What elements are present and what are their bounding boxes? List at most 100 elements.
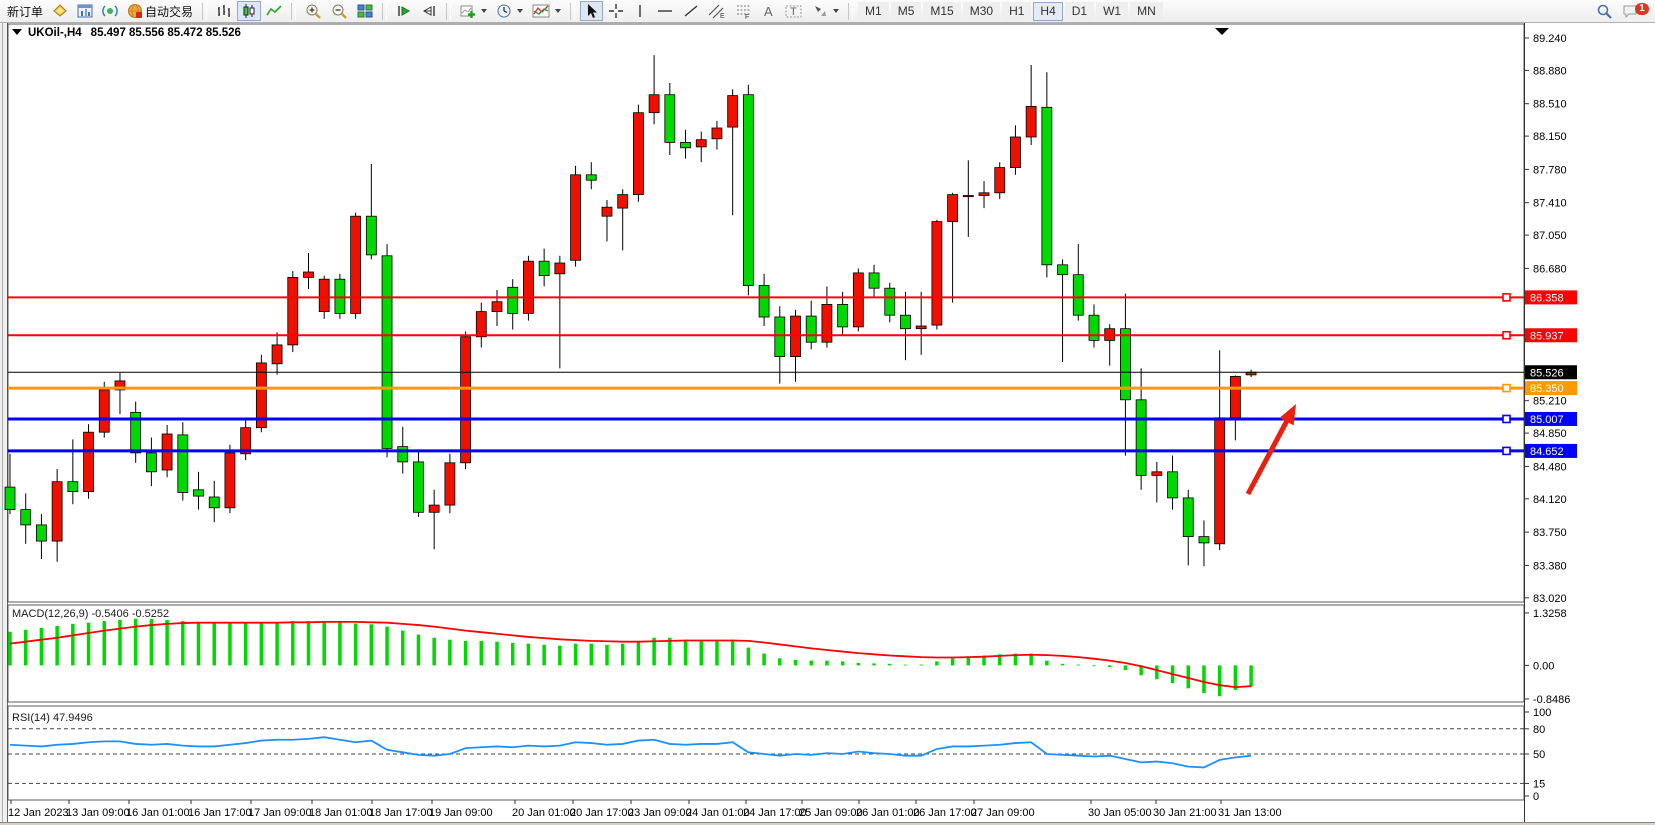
text-label-tool-button[interactable]: T xyxy=(781,1,807,21)
new-chart-button[interactable] xyxy=(456,1,491,21)
signals-button[interactable] xyxy=(98,1,122,21)
equidistant-channel-tool-button[interactable]: E xyxy=(704,1,730,21)
new-order-label: 新订单 xyxy=(7,4,44,19)
symbol-title: UKOil-,H4 85.497 85.556 85.472 85.526 xyxy=(28,27,241,39)
horizontal-line-tool-button[interactable] xyxy=(652,1,678,21)
indicators-button[interactable] xyxy=(528,1,565,21)
line-drag-handle[interactable] xyxy=(1502,446,1511,456)
line-drag-handle[interactable] xyxy=(1502,330,1511,340)
price-tick-label: 85.210 xyxy=(1533,396,1567,408)
zoom-out-button[interactable] xyxy=(327,1,352,21)
toolbar-separator xyxy=(291,2,297,20)
fibonacci-tool-button[interactable]: F xyxy=(731,1,757,21)
candle-body xyxy=(617,194,629,209)
window-menu-icon[interactable] xyxy=(12,29,22,35)
horizontal-line-icon xyxy=(658,10,673,12)
candle-body xyxy=(1010,136,1021,169)
shapes-tool-button[interactable] xyxy=(808,1,843,21)
horizontal-price-line[interactable]: 86.358 xyxy=(8,290,1577,305)
indicators-icon xyxy=(532,4,550,18)
horizontal-price-line[interactable]: 85.350 xyxy=(8,381,1577,396)
market-watch-button[interactable] xyxy=(48,1,72,21)
trendline-tool-button[interactable] xyxy=(679,1,703,21)
horizontal-price-line[interactable]: 85.937 xyxy=(8,328,1577,343)
trend-arrow-annotation[interactable] xyxy=(1245,404,1296,496)
price-tick-label: 84.480 xyxy=(1533,461,1567,473)
price-line-axis-label: 86.358 xyxy=(1530,292,1564,304)
candle-body xyxy=(460,336,471,464)
period-button[interactable] xyxy=(492,1,527,21)
candle-body xyxy=(523,260,534,314)
candle-body xyxy=(758,285,770,318)
symbol-period-label: UKOil-,H4 xyxy=(28,27,82,39)
candle-body xyxy=(318,278,330,313)
main-toolbar: 新订单 自动交易 xyxy=(0,0,1655,23)
candle-body xyxy=(1025,106,1037,138)
zoom-in-button[interactable] xyxy=(301,1,326,21)
line-drag-handle[interactable] xyxy=(1502,383,1511,393)
ohlc-values: 85.497 85.556 85.472 85.526 xyxy=(91,27,241,39)
channel-icon: E xyxy=(708,4,725,19)
signal-icon xyxy=(102,5,118,17)
time-tick-label: 13 Jan 09:00 xyxy=(66,807,130,819)
candle-body xyxy=(1057,264,1068,276)
candle-body xyxy=(978,192,990,196)
candle-body xyxy=(742,94,754,286)
macd-signal-line xyxy=(9,620,1252,689)
line-drag-handle[interactable] xyxy=(1502,293,1511,302)
timeframe-M30-button[interactable]: M30 xyxy=(962,1,1001,21)
price-tick-label: 87.410 xyxy=(1533,198,1567,210)
timeframe-M1-button[interactable]: M1 xyxy=(858,1,889,21)
cursor-tool-button[interactable] xyxy=(580,1,604,21)
time-tick-label: 17 Jan 09:00 xyxy=(248,807,312,819)
chart-canvas[interactable]: 89.240 88.880 88.510 88.150 87.780 87.410 87.0… xyxy=(0,23,1655,825)
auto-scroll-button[interactable] xyxy=(392,1,416,21)
candle-body xyxy=(428,504,440,513)
price-line-axis-label-box xyxy=(1525,443,1577,458)
new-order-button[interactable]: 新订单 xyxy=(3,1,47,21)
crosshair-tool-button[interactable] xyxy=(604,1,628,21)
timeframe-M15-button[interactable]: M15 xyxy=(923,1,961,21)
candle-body xyxy=(900,314,911,330)
cursor-icon xyxy=(588,4,598,18)
horizontal-price-line[interactable]: 85.007 xyxy=(8,411,1577,426)
bar-chart-type-button[interactable] xyxy=(212,1,236,21)
chart-shift-button[interactable] xyxy=(417,1,441,21)
vertical-line-tool-button[interactable] xyxy=(629,1,651,21)
line-chart-type-button[interactable] xyxy=(262,1,286,21)
timeframe-W1-button[interactable]: W1 xyxy=(1096,1,1129,21)
chart-window-button[interactable] xyxy=(73,1,97,21)
timeframe-M5-button[interactable]: M5 xyxy=(890,1,922,21)
rsi-tick-label: 80 xyxy=(1533,724,1545,736)
candle-body xyxy=(805,315,817,343)
search-button[interactable] xyxy=(1592,1,1617,21)
price-tick-label: 87.780 xyxy=(1533,164,1567,176)
timeframe-H4-button[interactable]: H4 xyxy=(1033,1,1063,21)
price-tick-label: 87.050 xyxy=(1533,230,1567,242)
candle-body xyxy=(365,215,377,256)
timeframe-H1-button[interactable]: H1 xyxy=(1002,1,1032,21)
time-tick-label: 24 Jan 01:00 xyxy=(686,807,750,819)
candle-body xyxy=(36,524,47,542)
rsi-panel[interactable] xyxy=(7,705,1525,801)
timeframe-D1-button[interactable]: D1 xyxy=(1064,1,1095,21)
notifications-button[interactable]: 1 xyxy=(1618,1,1649,21)
auto-trading-button[interactable]: 自动交易 xyxy=(123,1,197,21)
chart-shift-marker[interactable] xyxy=(1215,28,1229,35)
candlestick-chart-type-button[interactable] xyxy=(237,1,262,21)
tile-windows-button[interactable] xyxy=(353,1,377,21)
timeframe-MN-button[interactable]: MN xyxy=(1130,1,1163,21)
rsi-tick-label: 50 xyxy=(1533,749,1545,761)
time-tick-label: 23 Jan 09:00 xyxy=(628,807,692,819)
candle-body xyxy=(1182,497,1194,537)
time-tick-label: 12 Jan 2023 xyxy=(8,807,69,819)
price-tick-label: 89.240 xyxy=(1533,33,1567,45)
chart-title: UKOil-,H4 85.497 85.556 85.472 85.526 xyxy=(12,27,241,39)
text-tool-button[interactable]: A xyxy=(758,1,780,21)
search-icon xyxy=(1597,4,1612,19)
candle-body xyxy=(1167,471,1178,499)
candle-body xyxy=(727,95,739,128)
macd-panel[interactable] xyxy=(7,604,1525,703)
line-drag-handle[interactable] xyxy=(1502,414,1511,424)
line-chart-icon xyxy=(266,5,282,16)
